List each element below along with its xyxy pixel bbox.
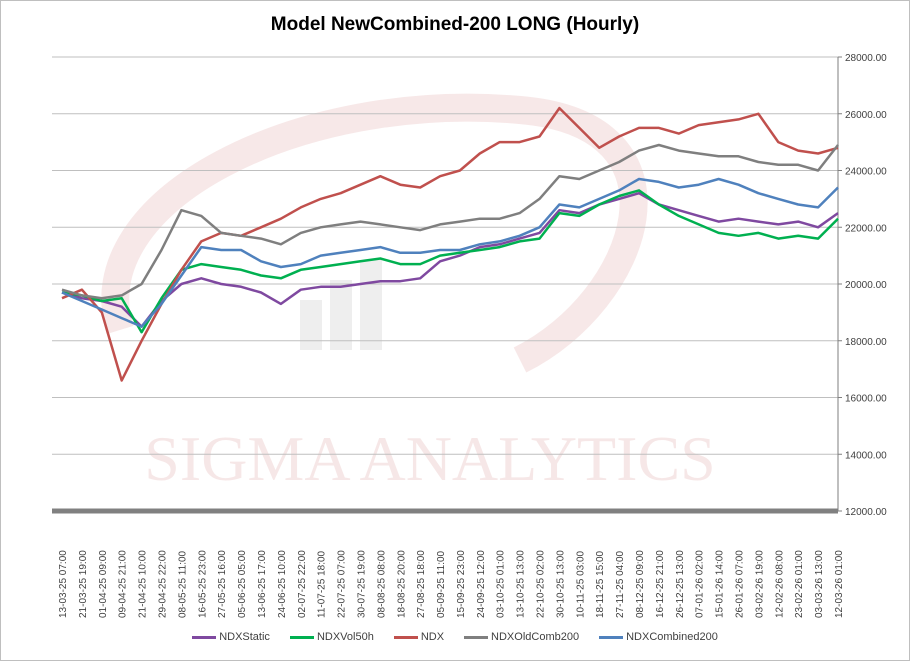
- x-tick-label: 03-02-26 19:00: [754, 550, 765, 618]
- legend-item: NDXOldComb200: [464, 631, 579, 643]
- legend-swatch: [599, 635, 624, 639]
- x-tick-label: 22-10-25 02:00: [536, 550, 547, 618]
- x-tick-label: 13-10-25 13:00: [516, 550, 527, 618]
- x-tick-label: 18-08-25 20:00: [396, 550, 407, 618]
- x-tick-label: 15-01-26 14:00: [715, 550, 726, 618]
- x-tick-label: 27-11-25 04:00: [615, 550, 626, 618]
- x-tick-label: 29-04-25 22:00: [157, 550, 168, 618]
- y-tick-label: 26000.00: [845, 110, 887, 121]
- y-tick-label: 16000.00: [845, 394, 887, 405]
- x-tick-label: 26-12-25 13:00: [675, 550, 686, 618]
- x-tick-label: 05-09-25 11:00: [436, 550, 447, 618]
- legend-item: NDXStatic: [192, 631, 270, 643]
- x-tick-label: 24-06-25 10:00: [277, 550, 288, 618]
- x-tick-label: 11-07-25 18:00: [317, 550, 328, 618]
- x-tick-label: 15-09-25 23:00: [456, 550, 467, 618]
- legend-label: NDXVol50h: [316, 631, 374, 643]
- x-tick-label: 01-04-25 09:00: [98, 550, 109, 618]
- legend-label: NDX: [420, 631, 445, 643]
- y-tick-label: 22000.00: [845, 223, 887, 234]
- x-tick-label: 18-11-25 15:00: [595, 550, 606, 618]
- x-tick-label: 24-09-25 12:00: [476, 550, 487, 618]
- legend-swatch: [393, 635, 418, 639]
- y-tick-label: 18000.00: [845, 337, 887, 348]
- x-tick-label: 22-07-25 07:00: [337, 550, 348, 618]
- legend-item: NDXVol50h: [289, 631, 374, 643]
- legend: NDXStatic NDXVol50h NDX NDXOldComb200 NDXCom…: [0, 631, 910, 643]
- x-tick-label: 08-05-25 11:00: [177, 550, 188, 618]
- y-tick-label: 24000.00: [845, 167, 887, 178]
- x-tick-label: 26-01-26 07:00: [735, 550, 746, 618]
- y-tick-label: 20000.00: [845, 280, 887, 291]
- x-tick-label: 08-12-25 09:00: [635, 550, 646, 618]
- x-tick-label: 16-12-25 21:00: [655, 550, 666, 618]
- y-tick-label: 12000.00: [845, 507, 887, 518]
- x-tick-label: 27-08-25 18:00: [416, 550, 427, 618]
- x-tick-label: 09-04-25 21:00: [118, 550, 129, 618]
- watermark-swoosh: [101, 93, 648, 373]
- x-tick-label: 16-05-25 23:00: [197, 550, 208, 618]
- x-tick-label: 13-06-25 17:00: [257, 550, 268, 618]
- x-tick-label: 05-06-25 05:00: [237, 550, 248, 618]
- legend-item: NDXCombined200: [599, 631, 718, 643]
- y-tick-label: 14000.00: [845, 450, 887, 461]
- x-tick-label: 21-04-25 10:00: [138, 550, 149, 618]
- x-tick-label: 08-08-25 08:00: [376, 550, 387, 618]
- watermark-text: SIGMA ANALYTICS: [144, 423, 715, 494]
- x-tick-label: 03-03-26 13:00: [814, 550, 825, 618]
- series-line-ndxvol50h: [61, 189, 839, 334]
- x-tick-label: 03-10-25 01:00: [496, 550, 507, 618]
- watermark: SIGMA ANALYTICS: [101, 93, 716, 494]
- watermark-bar: [300, 300, 322, 350]
- x-tick-label: 10-11-25 03:00: [575, 550, 586, 618]
- x-tick-label: 30-10-25 13:00: [555, 550, 566, 618]
- legend-label: NDXCombined200: [626, 631, 718, 643]
- legend-label: NDXOldComb200: [491, 631, 580, 643]
- watermark-bar: [360, 260, 382, 350]
- series-line-ndxoldcomb200: [61, 143, 839, 300]
- x-tick-label: 12-03-26 01:00: [834, 550, 845, 618]
- legend-swatch: [192, 635, 217, 639]
- legend-swatch: [289, 635, 314, 639]
- x-tick-label: 07-01-26 02:00: [695, 550, 706, 618]
- y-tick-label: 28000.00: [845, 53, 887, 64]
- legend-label: NDXStatic: [219, 631, 270, 643]
- legend-swatch: [464, 635, 489, 639]
- x-tick-label: 13-03-25 07:00: [58, 550, 69, 618]
- x-tick-label: 12-02-26 08:00: [774, 550, 785, 618]
- x-tick-label: 30-07-25 19:00: [356, 550, 367, 618]
- series-line-ndxcombined200: [61, 177, 839, 328]
- x-tick-label: 23-02-26 01:00: [794, 550, 805, 618]
- watermark-bar: [330, 280, 352, 350]
- x-tick-label: 27-05-25 16:00: [217, 550, 228, 618]
- series-line-ndxstatic: [61, 191, 839, 328]
- chart-title: Model NewCombined-200 LONG (Hourly): [270, 14, 640, 35]
- x-tick-label: 21-03-25 19:00: [78, 550, 89, 618]
- legend-item: NDX: [393, 631, 445, 643]
- series-line-ndx: [61, 106, 839, 382]
- x-tick-label: 02-07-25 22:00: [297, 550, 308, 618]
